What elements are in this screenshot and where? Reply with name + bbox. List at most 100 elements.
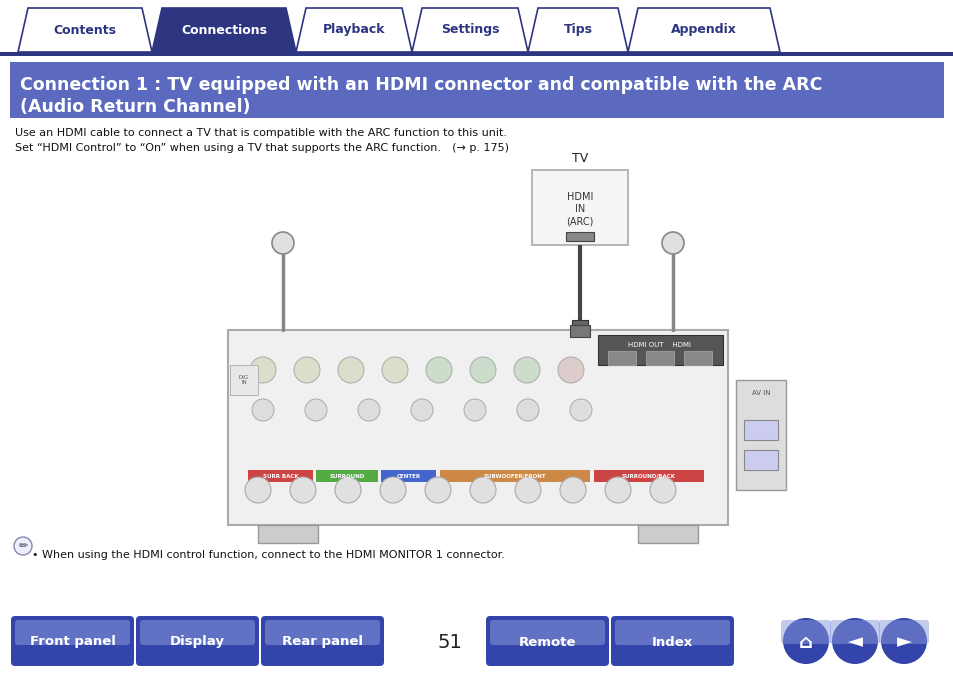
FancyBboxPatch shape: [15, 620, 130, 645]
Circle shape: [290, 477, 315, 503]
Polygon shape: [627, 8, 780, 52]
Bar: [439, 470, 589, 482]
FancyBboxPatch shape: [261, 616, 384, 666]
Text: SUBWOOFER/FRONT: SUBWOOFER/FRONT: [483, 474, 546, 479]
Bar: [257, 525, 317, 543]
Text: TV: TV: [571, 152, 587, 165]
Text: ⌂: ⌂: [799, 633, 812, 651]
Circle shape: [463, 399, 485, 421]
Text: SURR BACK: SURR BACK: [262, 474, 298, 479]
Circle shape: [379, 477, 406, 503]
Polygon shape: [152, 8, 295, 52]
Circle shape: [250, 357, 275, 383]
Bar: [743, 450, 778, 470]
Bar: [645, 351, 673, 365]
Polygon shape: [18, 8, 152, 52]
Polygon shape: [412, 8, 527, 52]
Text: (Audio Return Channel): (Audio Return Channel): [20, 98, 251, 116]
Text: Connection 1 : TV equipped with an HDMI connector and compatible with the ARC: Connection 1 : TV equipped with an HDMI …: [20, 76, 821, 94]
Text: 51: 51: [437, 633, 462, 653]
FancyBboxPatch shape: [485, 616, 608, 666]
Circle shape: [831, 618, 877, 664]
Bar: [735, 380, 785, 490]
Circle shape: [426, 357, 452, 383]
FancyBboxPatch shape: [610, 616, 733, 666]
Circle shape: [558, 357, 583, 383]
Text: Remote: Remote: [518, 635, 576, 649]
Bar: [638, 525, 698, 543]
Circle shape: [514, 357, 539, 383]
Circle shape: [357, 399, 379, 421]
FancyBboxPatch shape: [136, 616, 258, 666]
Bar: [565, 232, 594, 241]
Text: Use an HDMI cable to connect a TV that is compatible with the ARC function to th: Use an HDMI cable to connect a TV that i…: [15, 128, 506, 138]
Bar: [743, 420, 778, 440]
Text: CENTER: CENTER: [396, 474, 420, 479]
Text: Contents: Contents: [53, 24, 116, 36]
Circle shape: [272, 232, 294, 254]
Bar: [10, 62, 943, 118]
Circle shape: [880, 618, 926, 664]
Circle shape: [661, 232, 683, 254]
Text: Appendix: Appendix: [670, 24, 736, 36]
Text: • When using the HDMI control function, connect to the HDMI MONITOR 1 connector.: • When using the HDMI control function, …: [32, 550, 504, 560]
Text: DIG
IN: DIG IN: [238, 375, 249, 386]
Text: ✏: ✏: [18, 541, 28, 551]
Bar: [248, 470, 313, 482]
Bar: [598, 335, 722, 365]
Text: HDMI
IN
(ARC): HDMI IN (ARC): [566, 192, 593, 227]
Bar: [315, 470, 377, 482]
Bar: [532, 170, 627, 245]
Polygon shape: [527, 8, 627, 52]
Bar: [380, 470, 436, 482]
Text: Front panel: Front panel: [30, 635, 115, 649]
FancyBboxPatch shape: [265, 620, 379, 645]
FancyBboxPatch shape: [781, 620, 830, 644]
Circle shape: [245, 477, 271, 503]
Circle shape: [337, 357, 364, 383]
Circle shape: [424, 477, 451, 503]
FancyBboxPatch shape: [878, 620, 928, 644]
Bar: [572, 320, 587, 330]
Circle shape: [252, 399, 274, 421]
Circle shape: [649, 477, 676, 503]
Text: SURROUND/BACK: SURROUND/BACK: [621, 474, 676, 479]
Circle shape: [782, 618, 828, 664]
Text: Index: Index: [651, 635, 693, 649]
FancyBboxPatch shape: [490, 620, 604, 645]
Circle shape: [604, 477, 630, 503]
Bar: [607, 351, 636, 365]
Circle shape: [305, 399, 327, 421]
Text: AV IN: AV IN: [751, 390, 769, 396]
FancyBboxPatch shape: [11, 616, 133, 666]
Text: Connections: Connections: [181, 24, 267, 36]
FancyBboxPatch shape: [829, 620, 879, 644]
Text: HDMI OUT    HDMI: HDMI OUT HDMI: [628, 342, 691, 348]
Bar: [0, 52, 953, 56]
Bar: [683, 351, 711, 365]
Bar: [594, 470, 703, 482]
Bar: [228, 330, 727, 525]
Circle shape: [559, 477, 585, 503]
Circle shape: [517, 399, 538, 421]
Bar: [569, 325, 589, 337]
FancyBboxPatch shape: [615, 620, 729, 645]
FancyBboxPatch shape: [140, 620, 254, 645]
Text: SURROUND: SURROUND: [329, 474, 364, 479]
Circle shape: [470, 357, 496, 383]
Circle shape: [411, 399, 433, 421]
Circle shape: [470, 477, 496, 503]
Circle shape: [14, 537, 32, 555]
Polygon shape: [295, 8, 412, 52]
Circle shape: [569, 399, 592, 421]
Text: ◄: ◄: [846, 633, 862, 651]
Circle shape: [335, 477, 360, 503]
Text: ►: ►: [896, 633, 910, 651]
Text: Set “HDMI Control” to “On” when using a TV that supports the ARC function. (→ p.: Set “HDMI Control” to “On” when using a …: [15, 143, 509, 153]
Circle shape: [515, 477, 540, 503]
Circle shape: [294, 357, 319, 383]
Text: Tips: Tips: [563, 24, 592, 36]
Circle shape: [381, 357, 408, 383]
Text: Display: Display: [170, 635, 225, 649]
Bar: [230, 365, 257, 395]
